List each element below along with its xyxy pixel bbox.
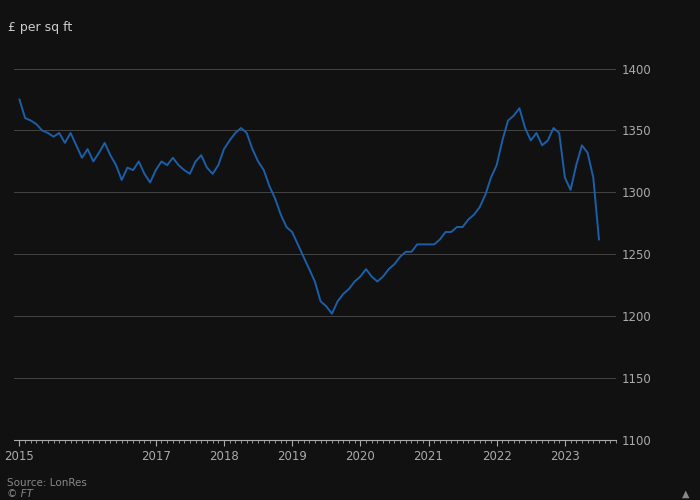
Text: ▲: ▲ [682, 489, 690, 499]
Text: £ per sq ft: £ per sq ft [8, 22, 72, 35]
Text: © FT: © FT [7, 489, 33, 499]
Text: Source: LonRes: Source: LonRes [7, 478, 87, 488]
